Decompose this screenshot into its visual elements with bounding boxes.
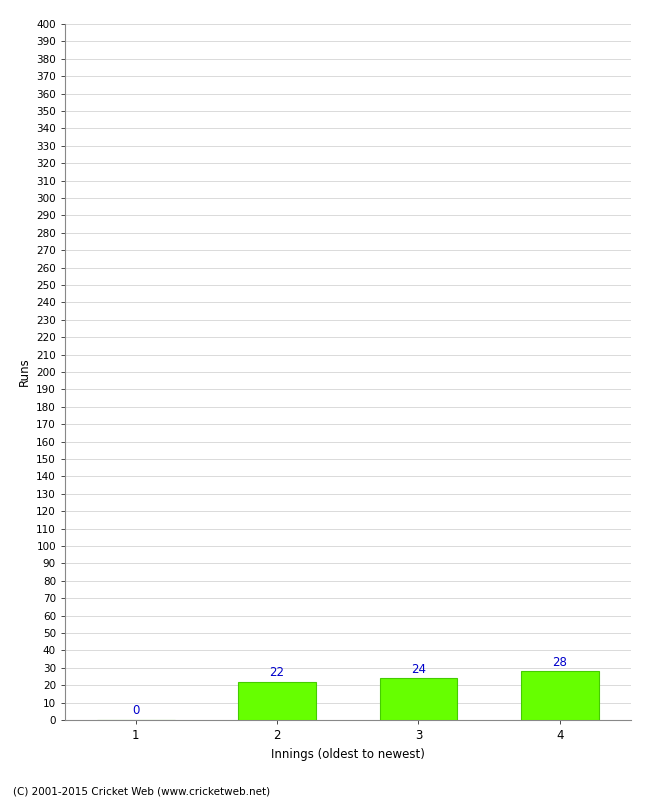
Text: 22: 22 (270, 666, 285, 679)
Text: 28: 28 (552, 656, 567, 669)
Bar (380, 678, 458, 720)
Text: (C) 2001-2015 Cricket Web (www.cricketweb.net): (C) 2001-2015 Cricket Web (www.cricketwe… (13, 786, 270, 796)
X-axis label: Innings (oldest to newest): Innings (oldest to newest) (271, 747, 424, 761)
Text: 24: 24 (411, 662, 426, 676)
Bar (238, 682, 316, 720)
Text: 0: 0 (132, 704, 139, 718)
Bar (521, 671, 599, 720)
Y-axis label: Runs: Runs (18, 358, 31, 386)
